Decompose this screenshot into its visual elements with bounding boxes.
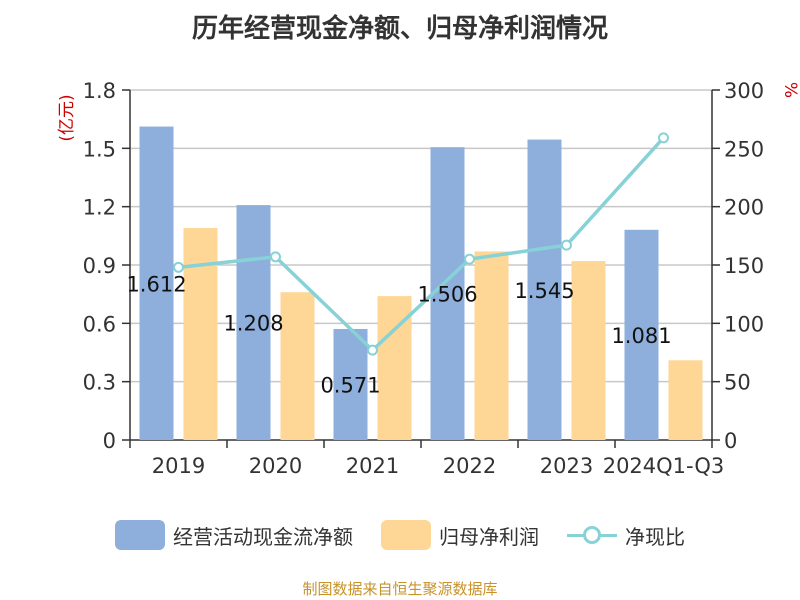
- legend-swatch-net-profit: [381, 520, 431, 550]
- point-ratio: [173, 261, 184, 273]
- bar-net-profit: [668, 360, 703, 440]
- x-tick-label: 2023: [540, 454, 593, 478]
- legend-label-ratio: 净现比: [625, 524, 685, 549]
- bar-cash-flow: [333, 328, 368, 440]
- left-tick-label: 1.8: [83, 79, 116, 103]
- right-tick-label: 100: [724, 312, 764, 336]
- left-tick-label: 0.9: [83, 254, 116, 278]
- point-ratio: [658, 132, 669, 144]
- x-tick-label: 2019: [152, 454, 205, 478]
- left-tick-label: 0.6: [83, 312, 116, 336]
- line-ratio: [178, 136, 665, 352]
- left-tick-label: 1.2: [83, 196, 116, 220]
- legend-item-net-profit[interactable]: 归母净利润: [381, 520, 539, 550]
- right-tick-label: 300: [724, 79, 764, 103]
- data-label-cash-flow: 1.208: [223, 312, 283, 336]
- data-label-cash-flow: 1.545: [514, 279, 574, 303]
- point-ratio: [270, 251, 281, 263]
- legend-label-net-profit: 归母净利润: [439, 524, 539, 549]
- bar-cash-flow: [236, 205, 271, 440]
- chart-title: 历年经营现金净额、归母净利润情况: [191, 14, 608, 44]
- x-tick-label: 2024Q1-Q3: [603, 454, 725, 478]
- legend-item-cash-flow[interactable]: 经营活动现金流净额: [115, 520, 353, 550]
- left-tick-label: 0: [103, 429, 116, 453]
- right-tick-label: 150: [724, 254, 764, 278]
- x-tick-label: 2021: [346, 454, 399, 478]
- legend-item-ratio[interactable]: 净现比: [567, 520, 685, 550]
- right-tick-label: 50: [724, 371, 751, 395]
- right-tick-label: 200: [724, 196, 764, 220]
- legend-label-cash-flow: 经营活动现金流净额: [173, 524, 353, 549]
- right-tick-label: 0: [724, 429, 737, 453]
- bar-cash-flow: [624, 229, 659, 440]
- right-axis-unit: %: [780, 82, 800, 98]
- bar-cash-flow: [527, 139, 562, 441]
- left-tick-label: 1.5: [83, 137, 116, 161]
- point-ratio: [561, 239, 572, 251]
- data-label-cash-flow: 0.571: [320, 373, 380, 397]
- bar-net-profit: [183, 228, 218, 440]
- point-ratio: [367, 344, 378, 356]
- bar-cash-flow: [430, 147, 465, 440]
- bar-net-profit: [571, 261, 606, 440]
- data-label-cash-flow: 1.081: [611, 324, 671, 348]
- point-ratio: [464, 253, 475, 265]
- bar-cash-flow: [139, 126, 174, 441]
- legend-swatch-cash-flow: [115, 520, 165, 550]
- data-label-cash-flow: 1.612: [126, 272, 186, 296]
- source-note: 制图数据来自恒生聚源数据库: [302, 580, 498, 598]
- left-axis-unit: (亿元): [57, 94, 77, 141]
- data-label-cash-flow: 1.506: [417, 283, 477, 307]
- legend: 经营活动现金流净额 归母净利润 净现比: [0, 517, 800, 553]
- x-tick-label: 2022: [443, 454, 496, 478]
- x-tick-label: 2020: [249, 454, 302, 478]
- left-tick-label: 0.3: [83, 371, 116, 395]
- bar-net-profit: [280, 292, 315, 440]
- bar-net-profit: [474, 251, 509, 440]
- right-tick-label: 250: [724, 137, 764, 161]
- legend-swatch-ratio: [567, 520, 617, 550]
